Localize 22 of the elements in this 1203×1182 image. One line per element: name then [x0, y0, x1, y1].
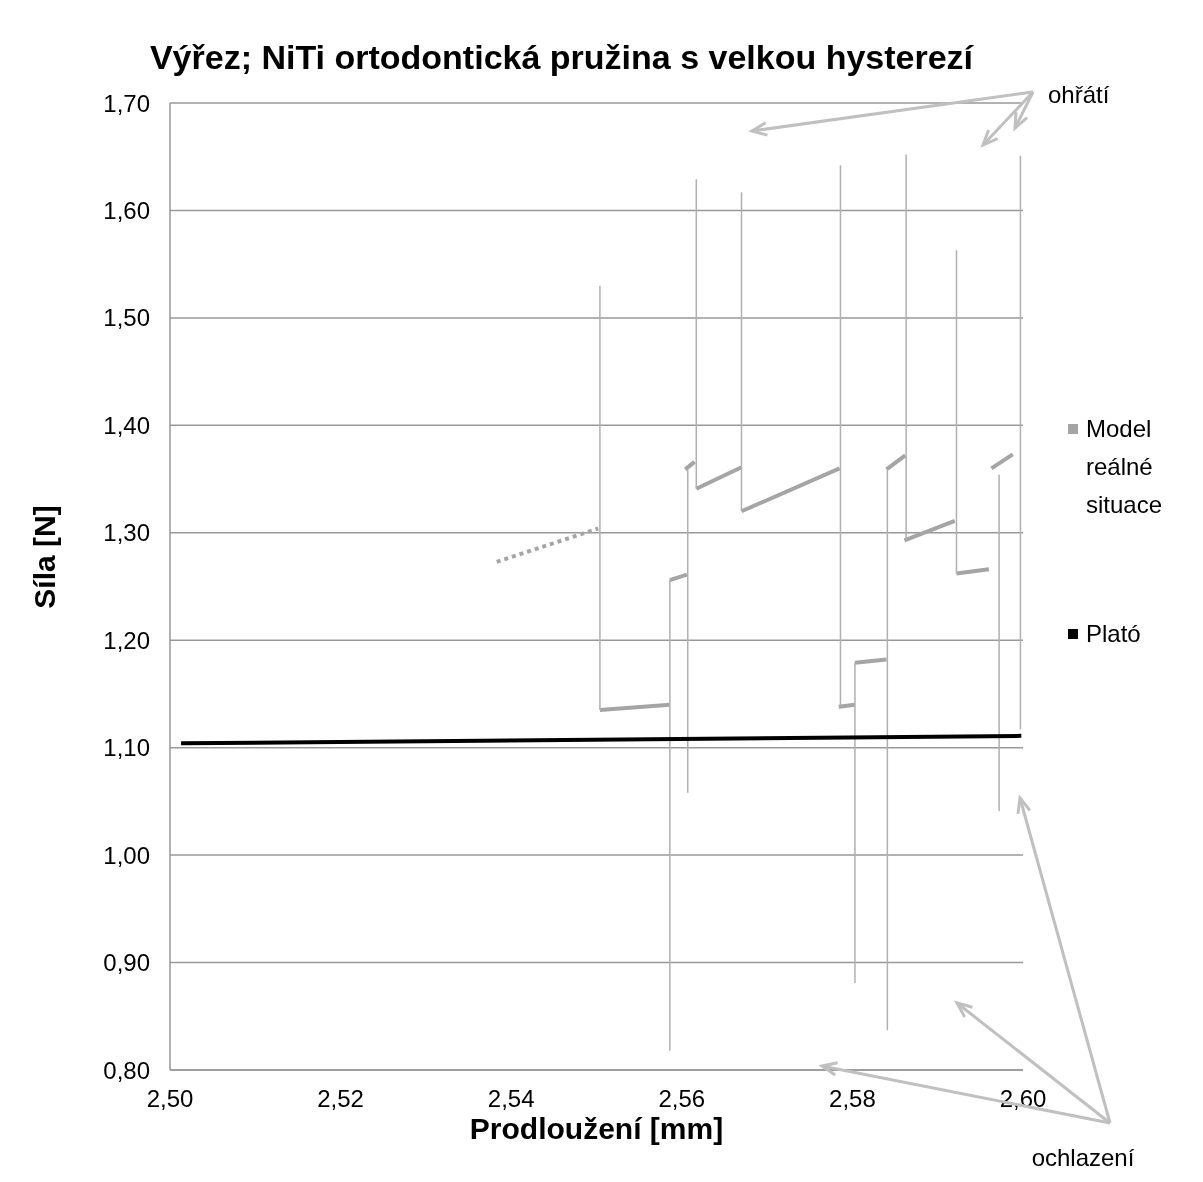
y-tick-label: 1,00	[103, 841, 150, 869]
y-tick-label: 1,50	[103, 304, 150, 332]
y-tick-label: 1,40	[103, 411, 150, 439]
text: ochlazení	[1031, 1144, 1135, 1171]
x-tick-label: 2,54	[487, 1085, 535, 1113]
y-axis-title: Síla [N]	[28, 504, 62, 611]
y-tick-label: 1,70	[103, 89, 150, 117]
y-tick-label: 1,60	[103, 196, 150, 224]
x-tick-label: 2,58	[829, 1085, 876, 1113]
x-tick-label: 2,50	[146, 1085, 194, 1113]
x-tick-label: 2,52	[317, 1085, 364, 1113]
legend-label: Plató	[1086, 619, 1141, 649]
y-tick-label: 1,30	[103, 519, 150, 547]
y-tick-label: 1,20	[103, 626, 150, 654]
x-tick-label: 2,56	[658, 1085, 706, 1113]
y-tick-label: 1,10	[103, 734, 150, 762]
y-tick-label: 0,80	[103, 1056, 150, 1084]
x-axis-title: Prodloužení [mm]	[468, 1112, 725, 1146]
y-tick-label: 0,90	[103, 949, 150, 977]
chart-title: Výřez; NiTi ortodontická pružina s velkou hysterezí	[148, 38, 975, 77]
legend-label: Model reálné situace	[1086, 414, 1164, 520]
text: ohřátí	[1048, 81, 1110, 108]
